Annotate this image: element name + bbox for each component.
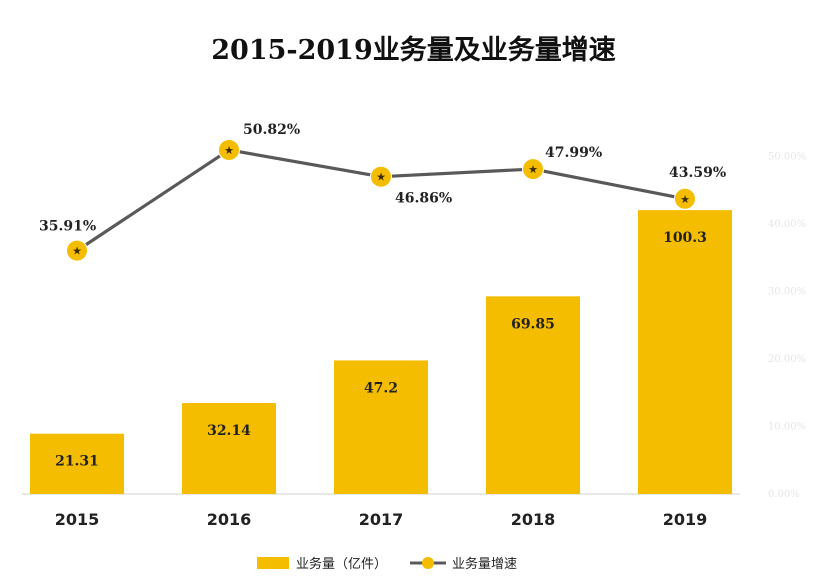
growth-rate-point bbox=[66, 239, 88, 262]
x-tick-label: 2017 bbox=[359, 510, 404, 529]
star-icon: ★ bbox=[72, 245, 82, 258]
bar-data-label: 100.3 bbox=[663, 230, 707, 246]
growth-rate-point bbox=[522, 158, 544, 181]
y2-tick-label: 30.00% bbox=[768, 287, 806, 298]
growth-rate-point bbox=[370, 165, 392, 188]
x-tick-label: 2016 bbox=[207, 510, 252, 529]
legend-bar-label: 业务量（亿件） bbox=[296, 556, 387, 572]
bar-data-label: 32.14 bbox=[207, 423, 251, 439]
growth-rate-point bbox=[674, 187, 696, 210]
x-tick-label: 2018 bbox=[511, 510, 556, 529]
legend-line-label: 业务量增速 bbox=[452, 556, 517, 572]
growth-rate-data-label: 46.86% bbox=[395, 191, 452, 207]
bar-data-label: 21.31 bbox=[55, 454, 99, 470]
y2-tick-label: 40.00% bbox=[768, 219, 806, 230]
growth-rate-data-label: 43.59% bbox=[669, 165, 726, 181]
bar bbox=[334, 360, 428, 494]
y2-tick-label: 50.00% bbox=[768, 152, 806, 163]
legend-bar-swatch bbox=[257, 557, 289, 569]
star-icon: ★ bbox=[528, 163, 538, 176]
bar bbox=[182, 403, 276, 494]
bar bbox=[30, 433, 124, 494]
y2-tick-label: 0.00% bbox=[768, 489, 800, 500]
star-icon: ★ bbox=[224, 144, 234, 157]
growth-rate-line bbox=[76, 148, 686, 252]
growth-rate-data-label: 35.91% bbox=[39, 219, 96, 235]
x-tick-label: 2019 bbox=[663, 510, 708, 529]
bar bbox=[638, 210, 732, 494]
bar-data-label: 69.85 bbox=[511, 316, 555, 332]
y2-tick-label: 10.00% bbox=[768, 422, 806, 433]
chart-title: 2015-2019业务量及业务量增速 bbox=[211, 35, 616, 66]
x-tick-label: 2015 bbox=[55, 510, 100, 529]
growth-rate-data-label: 47.99% bbox=[545, 145, 602, 161]
legend-line-marker bbox=[422, 557, 434, 569]
star-icon: ★ bbox=[376, 171, 386, 184]
growth-rate-point bbox=[218, 138, 240, 161]
growth-rate-data-label: 50.82% bbox=[243, 122, 300, 138]
bar-data-label: 47.2 bbox=[364, 380, 398, 396]
y2-tick-label: 20.00% bbox=[768, 354, 806, 365]
bar bbox=[486, 296, 580, 494]
star-icon: ★ bbox=[680, 193, 690, 206]
